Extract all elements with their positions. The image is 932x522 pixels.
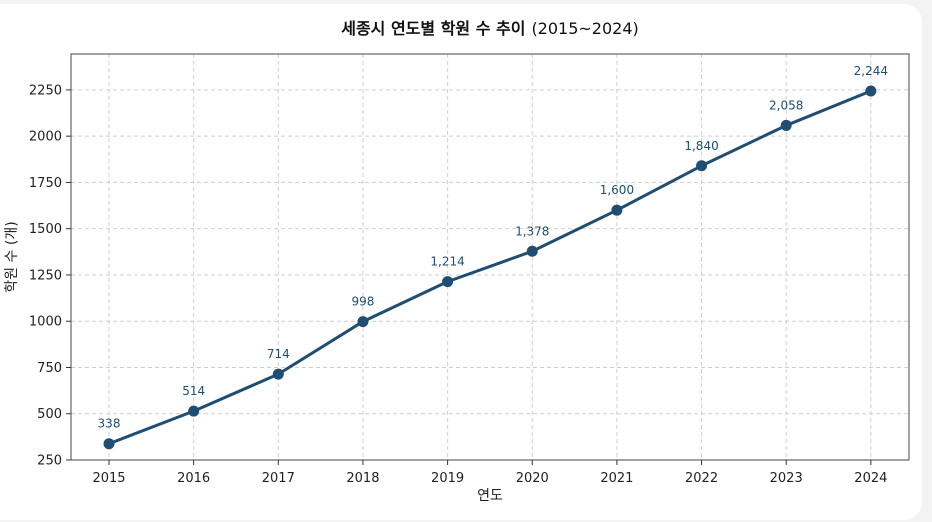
plot-area (70, 53, 910, 461)
chart-card (0, 4, 922, 520)
data-point (780, 119, 792, 131)
data-label: 1,600 (600, 183, 634, 197)
data-label: 2,244 (854, 64, 888, 78)
x-tick-label: 2020 (516, 471, 549, 486)
data-label: 514 (182, 384, 205, 398)
data-label: 338 (98, 417, 121, 431)
data-point (357, 316, 369, 328)
y-tick-label: 1250 (29, 268, 62, 283)
grid-lines (71, 54, 909, 461)
x-tick-label: 2018 (346, 471, 379, 486)
chart-title-main: 세종시 연도별 학원 수 추이 (341, 19, 525, 38)
data-point (611, 204, 623, 216)
data-label: 1,214 (430, 255, 464, 269)
data-point (696, 160, 708, 172)
data-label: 2,058 (769, 98, 803, 112)
x-tick-label: 2022 (685, 471, 718, 486)
x-tick-label: 2016 (177, 471, 210, 486)
y-tick-label: 2250 (29, 83, 62, 98)
chart-title-sub: (2015~2024) (531, 19, 638, 38)
data-point (526, 245, 538, 257)
axis-ticks: 2015 2016 2017 2018 2019 2020 2021 2022 2023 2024… (29, 83, 887, 486)
y-tick-label: 2000 (29, 130, 62, 145)
data-label: 1,840 (684, 139, 718, 153)
data-point (272, 368, 284, 380)
x-tick-label: 2021 (600, 471, 633, 486)
x-tick-label: 2023 (770, 471, 803, 486)
data-labels: 338 514 714 998 1,214 1,378 1,600 1,840 2,058 2,2… (98, 64, 888, 431)
x-tick-label: 2015 (92, 471, 125, 486)
y-axis-label: 학원 수 (개) (4, 221, 20, 292)
series-line (107, 89, 873, 446)
data-label: 1,378 (515, 224, 549, 238)
y-tick-label: 1000 (29, 315, 62, 330)
x-axis-label: 연도 (477, 488, 503, 504)
data-label: 998 (351, 295, 374, 309)
data-point (865, 85, 877, 97)
data-points (103, 85, 877, 450)
data-point (442, 276, 454, 288)
data-point (188, 405, 200, 417)
x-tick-label: 2017 (262, 471, 295, 486)
x-tick-label: 2024 (854, 471, 887, 486)
y-tick-label: 1500 (29, 222, 62, 237)
data-label: 714 (267, 347, 290, 361)
y-tick-label: 250 (37, 454, 62, 469)
x-tick-label: 2019 (431, 471, 464, 486)
y-tick-label: 1750 (29, 176, 62, 191)
y-tick-label: 500 (37, 407, 62, 422)
y-tick-label: 750 (37, 361, 62, 376)
chart-title: 세종시 연도별 학원 수 추이 (2015~2024) (341, 19, 639, 38)
data-point (103, 438, 115, 450)
